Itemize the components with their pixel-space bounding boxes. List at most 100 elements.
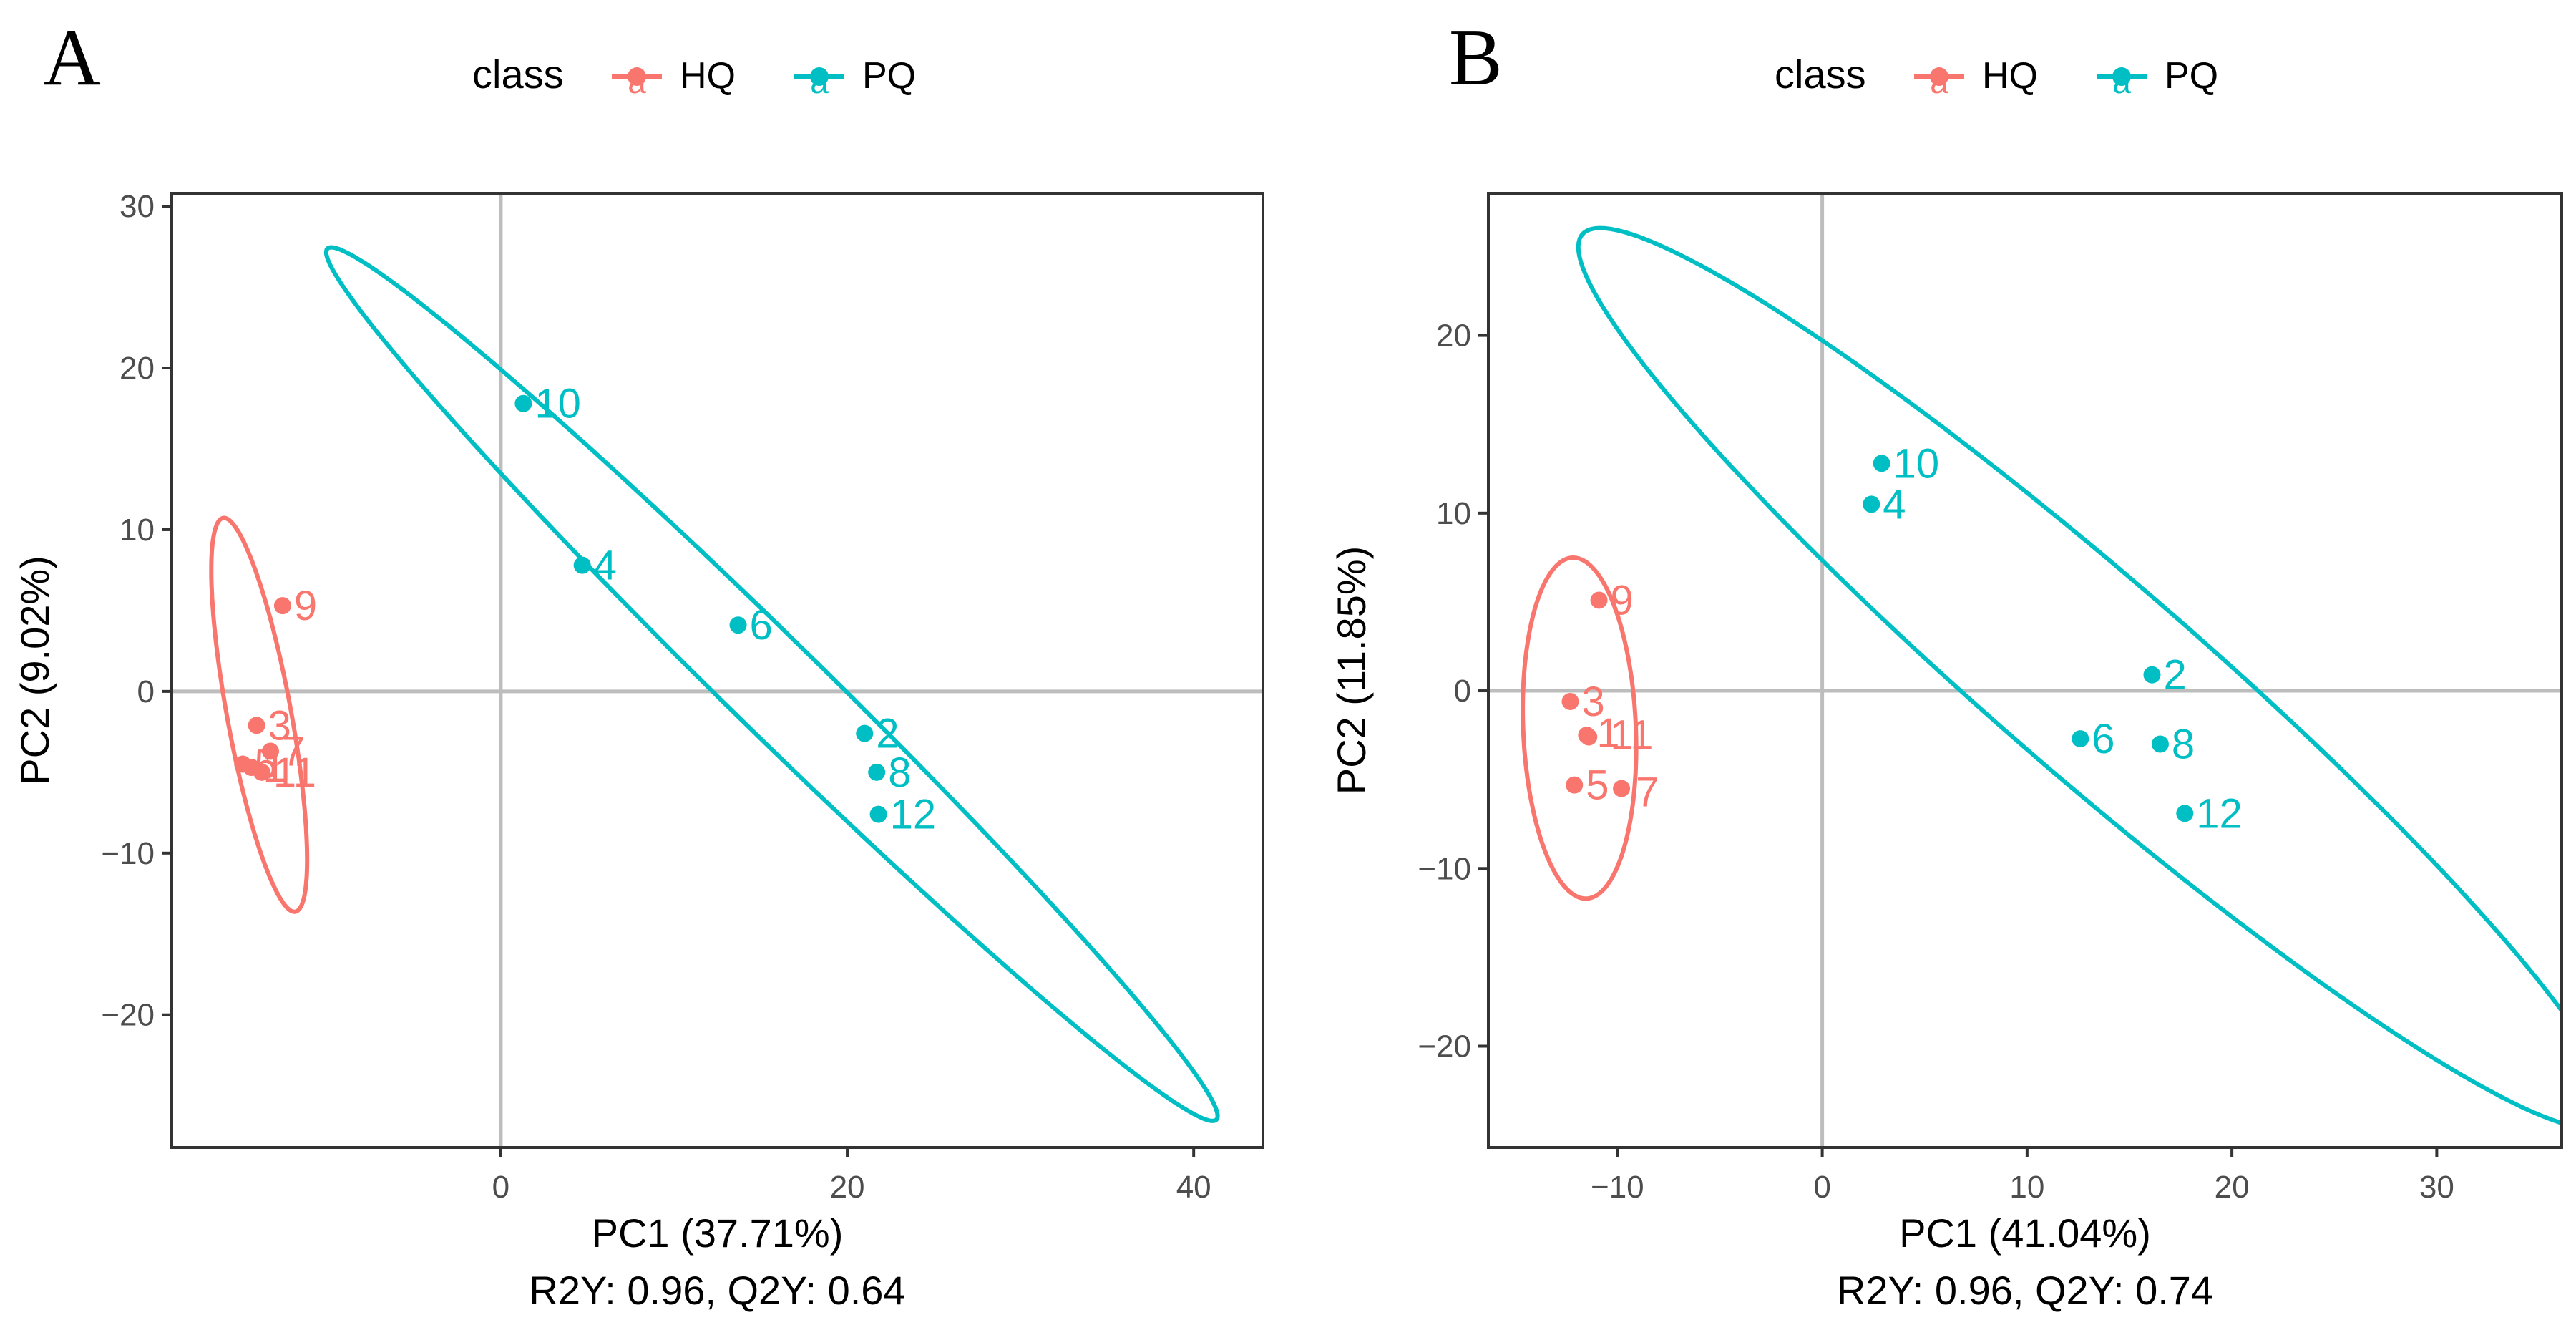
y-tick-label: 0 <box>1454 674 1471 709</box>
point-9 <box>1590 591 1608 609</box>
x-tick-label: 30 <box>2419 1170 2454 1205</box>
point-label-3: 3 <box>1582 679 1605 725</box>
point-label-3: 3 <box>268 702 291 749</box>
ellipse-HQ <box>209 515 310 914</box>
point-3 <box>1561 692 1579 710</box>
point-label-11: 11 <box>1610 712 1653 759</box>
point-3 <box>248 717 265 734</box>
point-label-7: 7 <box>282 728 305 775</box>
legend-entry-HQ: a HQ <box>1914 55 2038 100</box>
x-tick-label: 10 <box>2009 1170 2044 1205</box>
legend: class a HQ a PQ <box>472 52 916 100</box>
point-5 <box>1566 776 1584 794</box>
y-tick-label: 10 <box>1436 496 1471 531</box>
legend-key-glyph: a <box>1930 63 1948 100</box>
point-12 <box>2176 805 2194 822</box>
point-label-2: 2 <box>2163 652 2186 699</box>
model-metrics: R2Y: 0.96, Q2Y: 0.74 <box>1837 1268 2213 1313</box>
legend-entry-PQ: a PQ <box>2097 55 2218 100</box>
legend-label: HQ <box>1982 55 2038 97</box>
point-label-10: 10 <box>1893 440 1940 487</box>
point-label-11: 11 <box>273 749 316 796</box>
y-tick-label: −20 <box>1418 1029 1471 1064</box>
y-tick-label: −20 <box>101 998 155 1033</box>
y-axis-title: PC2 (9.02%) <box>12 555 57 785</box>
legend-key-point <box>2112 67 2131 86</box>
point-2 <box>2143 666 2161 684</box>
x-tick-label: −10 <box>1591 1170 1644 1205</box>
point-label-2: 2 <box>876 711 899 757</box>
panel-letter: A <box>43 14 101 102</box>
x-axis-title: PC1 (37.71%) <box>592 1210 844 1256</box>
legend-key-point <box>1930 67 1948 86</box>
legend-title: class <box>1775 52 1866 97</box>
y-axis-title: PC2 (11.85%) <box>1329 546 1374 795</box>
point-4 <box>573 556 591 574</box>
plot-border <box>1487 192 2563 1149</box>
ellipse-PQ <box>323 245 1220 1123</box>
point-6 <box>2072 730 2089 748</box>
legend-label: HQ <box>680 55 736 97</box>
legend-entry-HQ: a HQ <box>612 55 736 100</box>
point-9 <box>273 597 291 615</box>
y-tick-label: 10 <box>119 513 155 548</box>
x-tick-label: 0 <box>1813 1170 1830 1205</box>
point-label-8: 8 <box>2172 722 2195 768</box>
point-6 <box>729 616 747 634</box>
point-8 <box>2151 735 2169 753</box>
point-4 <box>1863 495 1880 513</box>
point-label-6: 6 <box>750 602 773 649</box>
point-label-7: 7 <box>1636 770 1659 816</box>
legend-title: class <box>472 52 564 97</box>
x-tick-label: 0 <box>492 1170 509 1205</box>
plot-border <box>170 192 1264 1149</box>
legend-key-glyph: a <box>2112 63 2131 100</box>
point-label-5: 5 <box>1586 762 1609 809</box>
point-label-8: 8 <box>888 749 911 796</box>
y-tick-label: 30 <box>119 189 155 224</box>
x-tick-label: 20 <box>830 1170 865 1205</box>
point-label-10: 10 <box>535 381 581 427</box>
legend-key-point <box>810 67 829 86</box>
y-tick-label: −10 <box>1418 851 1471 886</box>
point-8 <box>868 763 886 781</box>
x-tick-label: 40 <box>1176 1170 1211 1205</box>
point-2 <box>856 724 874 742</box>
y-tick-label: −10 <box>101 836 155 871</box>
point-7 <box>261 742 279 760</box>
point-label-4: 4 <box>1883 481 1906 528</box>
x-tick-label: 20 <box>2215 1170 2250 1205</box>
legend-entry-PQ: a PQ <box>794 55 916 100</box>
point-10 <box>514 394 532 412</box>
legend-key-point <box>628 67 646 86</box>
point-label-6: 6 <box>2092 716 2114 762</box>
model-metrics: R2Y: 0.96, Q2Y: 0.64 <box>529 1268 905 1313</box>
axis-ticks: 0 20 40 −20 −10 0 10 20 30 <box>101 189 1211 1205</box>
point-10 <box>1873 455 1890 472</box>
point-label-4: 4 <box>594 543 617 589</box>
ellipse-HQ <box>1521 555 1639 901</box>
legend-label: PQ <box>2165 55 2218 97</box>
ellipse-PQ <box>1576 225 2562 1126</box>
y-tick-label: 0 <box>137 674 155 709</box>
y-tick-label: 20 <box>1436 319 1471 354</box>
ellipses <box>209 245 1220 1123</box>
panel-letter: B <box>1449 14 1503 102</box>
point-label-12: 12 <box>2196 790 2243 837</box>
ellipses <box>1521 225 2562 1126</box>
y-tick-label: 20 <box>119 351 155 386</box>
point-11 <box>1580 728 1598 746</box>
x-axis-title: PC1 (41.04%) <box>1899 1210 2151 1256</box>
point-label-9: 9 <box>294 583 317 629</box>
legend: class a HQ a PQ <box>1775 52 2218 100</box>
point-7 <box>1613 780 1631 797</box>
point-label-9: 9 <box>1611 577 1634 623</box>
axis-ticks: −10 0 10 20 30 −20 −10 0 10 20 <box>1418 319 2454 1205</box>
legend-key-glyph: a <box>628 63 646 100</box>
point-label-12: 12 <box>890 792 937 838</box>
